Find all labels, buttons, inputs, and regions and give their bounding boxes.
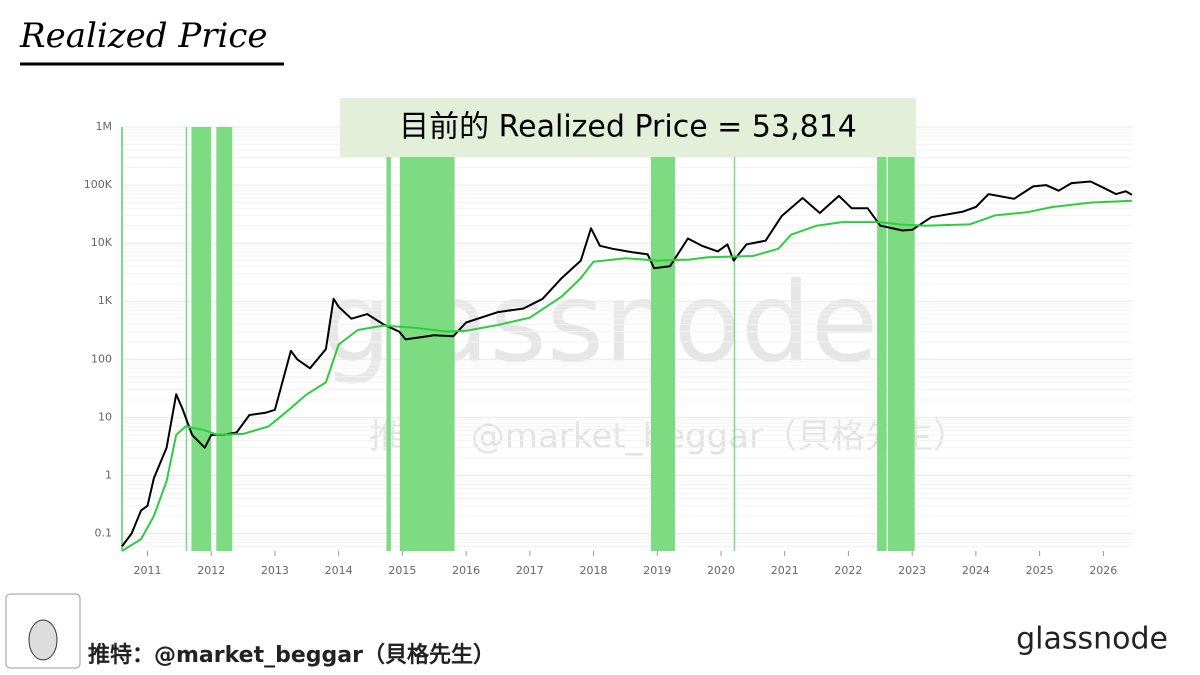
zone	[650, 127, 676, 551]
x-tick-label: 2019	[643, 564, 671, 577]
x-tick-label: 2024	[962, 564, 990, 577]
annotation: 目前的 Realized Price = 53,814	[399, 110, 857, 145]
x-tick-label: 2023	[898, 564, 926, 577]
x-tick-label: 2015	[388, 564, 416, 577]
zone	[877, 127, 887, 551]
x-tick-label: 2013	[261, 564, 289, 577]
x-tick-label: 2020	[707, 564, 735, 577]
annotation-box	[340, 98, 916, 157]
y-tick-label: 0.1	[95, 527, 113, 540]
avatar-figure	[28, 619, 58, 661]
y-tick-label: 1	[105, 468, 112, 481]
zone	[216, 127, 233, 551]
x-tick-label: 2017	[516, 564, 544, 577]
x-tick-label: 2021	[771, 564, 799, 577]
page-title: Realized Price	[19, 16, 268, 56]
footer-credit: 推特：@market_beggar（貝格先生）	[88, 642, 495, 668]
zone	[191, 127, 212, 551]
zone	[185, 127, 188, 551]
zone	[887, 127, 915, 551]
x-tick-label: 2022	[834, 564, 862, 577]
footer-logo: glassnode	[1016, 622, 1168, 657]
x-tick-label: 2018	[580, 564, 608, 577]
x-tick-label: 2025	[1026, 564, 1054, 577]
x-tick-label: 2011	[133, 564, 161, 577]
zone	[733, 127, 736, 551]
y-tick-label: 1M	[96, 120, 113, 133]
y-tick-label: 100	[91, 352, 112, 365]
y-tick-label: 10	[98, 410, 112, 423]
series-line	[121, 199, 1133, 552]
y-tick-label: 1K	[98, 294, 113, 307]
x-tick-label: 2014	[325, 564, 353, 577]
zone	[386, 127, 391, 551]
y-tick-label: 10K	[91, 236, 113, 249]
y-tick-label: 100K	[84, 178, 113, 191]
x-tick-label: 2016	[452, 564, 480, 577]
series-line	[121, 180, 1133, 547]
plot: glassnode推特：@market_beggar（貝格先生）0.111010…	[84, 120, 1133, 577]
x-tick-label: 2026	[1089, 564, 1117, 577]
x-tick-label: 2012	[197, 564, 225, 577]
